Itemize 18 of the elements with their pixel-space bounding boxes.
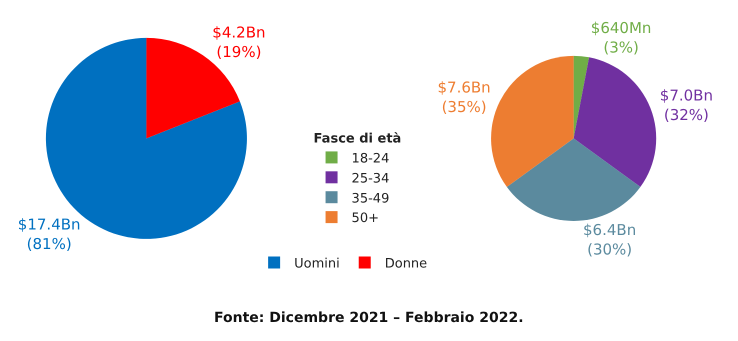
legend-title: Fasce di età [314, 131, 402, 146]
legend-label: 18-24 [352, 151, 390, 166]
pie-slice [574, 56, 590, 138]
pie-slice [491, 56, 574, 187]
pie-slice [506, 138, 640, 221]
legend-label: 35-49 [352, 191, 390, 206]
legend-label: 50+ [352, 211, 379, 226]
data-label: $6.4Bn (30%) [583, 220, 636, 258]
data-label: $4.2Bn (19%) [212, 24, 266, 62]
legend-label: Uomini [294, 256, 340, 272]
data-label: $640Mn (3%) [590, 18, 652, 56]
legend-label: Donne [384, 256, 428, 272]
pie-slice [574, 57, 656, 187]
data-label: $7.0Bn (32%) [660, 86, 713, 124]
data-label: $7.6Bn (35%) [437, 78, 491, 116]
source-note: Fonte: Dicembre 2021 – Febbraio 2022. [214, 310, 524, 326]
legend-label: 25-34 [352, 171, 390, 186]
data-label: $17.4Bn (81%) [18, 216, 81, 254]
